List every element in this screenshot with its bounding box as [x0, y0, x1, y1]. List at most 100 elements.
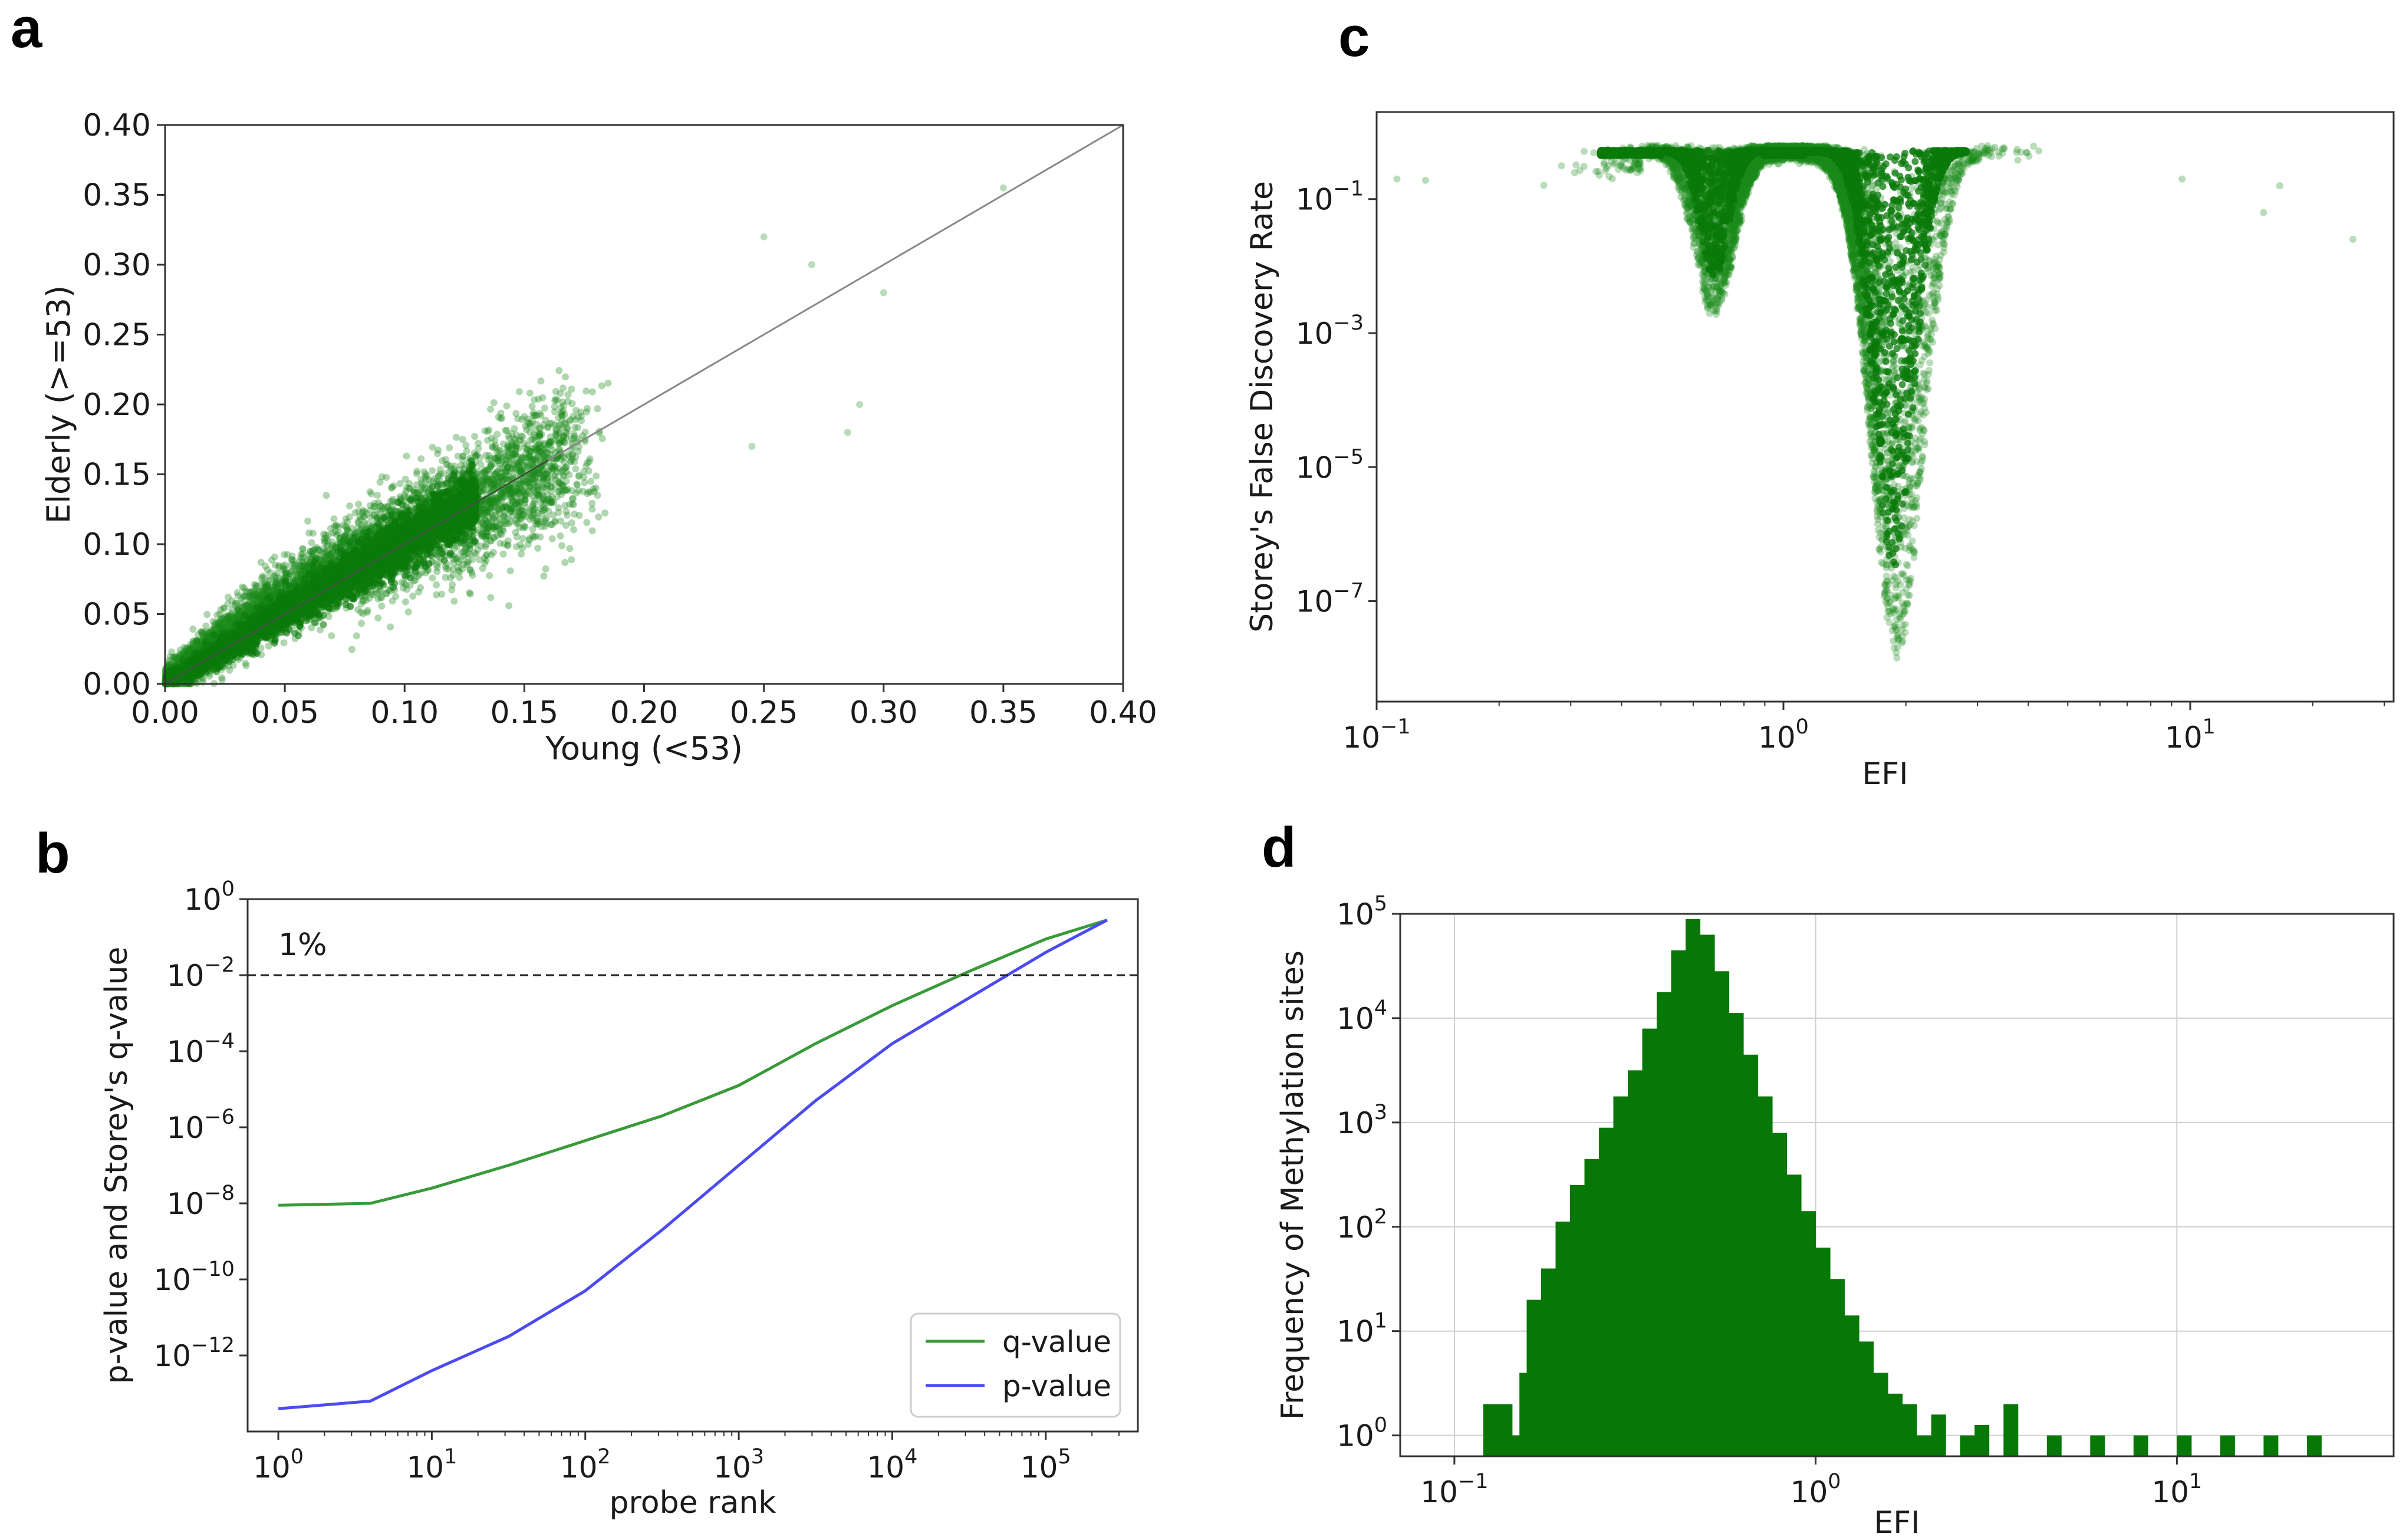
scatter-point [527, 420, 535, 427]
scatter-point [529, 460, 537, 468]
scatter-point [367, 514, 374, 521]
scatter-point [526, 389, 534, 397]
scatter-point [534, 453, 541, 460]
scatter-point [487, 406, 495, 413]
scatter-point [345, 513, 353, 521]
scatter-point [527, 448, 535, 456]
scatter-point [544, 481, 551, 489]
scatter-point [493, 455, 500, 462]
scatter-point [435, 446, 442, 454]
scatter-point [288, 552, 296, 560]
scatter-point [252, 596, 260, 604]
scatter-point [512, 447, 519, 455]
scatter-point [459, 436, 466, 443]
scatter-point [429, 443, 436, 451]
scatter-point [524, 463, 532, 470]
scatter-point [492, 493, 500, 501]
scatter-point [531, 484, 538, 491]
scatter-point [515, 445, 522, 452]
scatter-point [538, 483, 546, 491]
scatter-point [519, 544, 526, 552]
scatter-point [537, 377, 545, 385]
scatter-point [233, 589, 241, 597]
scatter-point [568, 386, 575, 393]
scatter-point [506, 500, 514, 508]
scatter-point [564, 397, 572, 405]
scatter-point [535, 425, 543, 432]
scatter-point [494, 476, 502, 483]
scatter-point [232, 611, 240, 618]
scatter-point [495, 454, 503, 462]
scatter-point [464, 549, 472, 557]
scatter-point [328, 632, 335, 640]
scatter-point [501, 504, 508, 511]
scatter-point [342, 522, 349, 530]
scatter-point [584, 404, 591, 412]
scatter-point [515, 388, 523, 396]
scatter-point [517, 485, 524, 493]
scatter-point [513, 533, 521, 541]
scatter-point [521, 496, 528, 504]
scatter-point [547, 433, 554, 441]
scatter-point [413, 470, 420, 478]
scatter-point [515, 480, 523, 488]
scatter-point [479, 479, 486, 486]
scatter-point [310, 551, 317, 558]
scatter-point [567, 416, 574, 423]
scatter-point [299, 550, 307, 558]
scatter-point [511, 435, 519, 443]
scatter-point [487, 537, 495, 545]
scatter-point [389, 502, 396, 509]
scatter-point [562, 428, 570, 436]
scatter-point [515, 490, 522, 498]
scatter-point [422, 569, 430, 577]
scatter-point [521, 499, 529, 506]
scatter-point [172, 654, 180, 662]
scatter-point [539, 394, 547, 402]
scatter-point [261, 573, 268, 581]
scatter-point [579, 488, 587, 495]
scatter-point [523, 426, 531, 433]
scatter-point [518, 416, 526, 423]
scatter-point [514, 415, 522, 423]
scatter-point [530, 431, 538, 439]
scatter-point [486, 496, 493, 504]
scatter-point [552, 427, 560, 435]
scatter-point [504, 468, 512, 476]
scatter-point [535, 445, 542, 452]
scatter-point [489, 523, 497, 531]
scatter-point [541, 404, 548, 412]
scatter-point [387, 623, 394, 631]
scatter-point [546, 439, 554, 446]
scatter-point [232, 599, 239, 607]
scatter-point [299, 545, 307, 553]
scatter-point [328, 541, 336, 549]
scatter-point [529, 525, 537, 533]
scatter-point [203, 630, 210, 637]
scatter-point [482, 452, 490, 459]
scatter-point [279, 566, 287, 574]
scatter-point [204, 631, 212, 639]
scatter-point [552, 426, 559, 433]
scatter-point [339, 521, 347, 529]
scatter-point [541, 472, 548, 479]
scatter-point [543, 448, 551, 456]
scatter-point [601, 509, 609, 517]
scatter-point [222, 618, 229, 626]
scatter-point [449, 565, 457, 573]
scatter-point [198, 628, 205, 636]
scatter-point [550, 472, 558, 479]
scatter-point [519, 486, 526, 494]
scatter-point [555, 509, 562, 516]
scatter-point [489, 548, 497, 556]
scatter-point [377, 594, 384, 601]
scatter-point [519, 468, 526, 475]
scatter-point [526, 436, 534, 444]
scatter-point [235, 611, 242, 619]
scatter-point [439, 457, 446, 465]
scatter-point [516, 541, 524, 548]
scatter-point [577, 408, 584, 416]
scatter-point [488, 435, 496, 442]
scatter-point [492, 483, 499, 491]
